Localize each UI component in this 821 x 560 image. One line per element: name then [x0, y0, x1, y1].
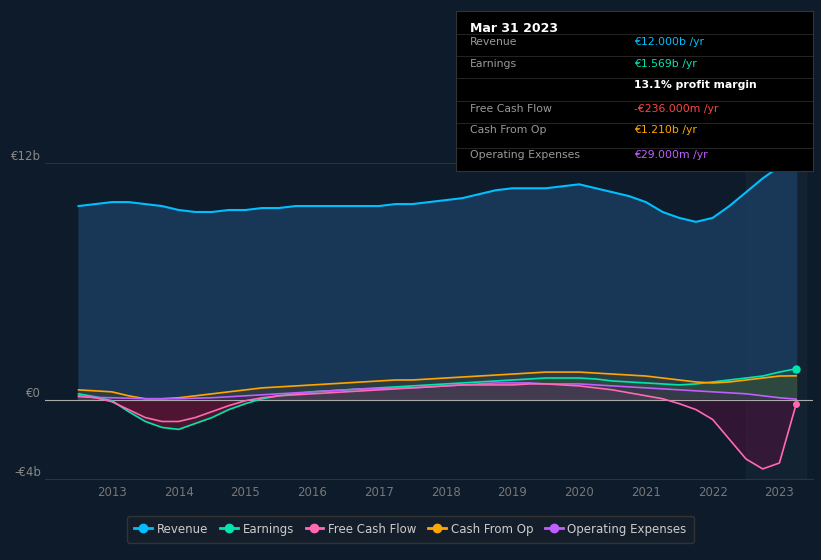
Text: Mar 31 2023: Mar 31 2023 [470, 22, 558, 35]
Legend: Revenue, Earnings, Free Cash Flow, Cash From Op, Operating Expenses: Revenue, Earnings, Free Cash Flow, Cash … [127, 516, 694, 543]
Text: -€236.000m /yr: -€236.000m /yr [635, 104, 718, 114]
Text: €12.000b /yr: €12.000b /yr [635, 37, 704, 46]
Text: €29.000m /yr: €29.000m /yr [635, 150, 708, 160]
Text: -€4b: -€4b [15, 466, 41, 479]
Text: Free Cash Flow: Free Cash Flow [470, 104, 552, 114]
Text: Earnings: Earnings [470, 59, 517, 69]
Text: €1.210b /yr: €1.210b /yr [635, 124, 697, 134]
Text: 13.1% profit margin: 13.1% profit margin [635, 80, 757, 90]
Text: Revenue: Revenue [470, 37, 517, 46]
Text: €1.569b /yr: €1.569b /yr [635, 59, 697, 69]
Bar [746, 143, 806, 479]
Text: Operating Expenses: Operating Expenses [470, 150, 580, 160]
Text: €0: €0 [26, 387, 41, 400]
Text: €12b: €12b [11, 150, 41, 162]
Text: Cash From Op: Cash From Op [470, 124, 547, 134]
